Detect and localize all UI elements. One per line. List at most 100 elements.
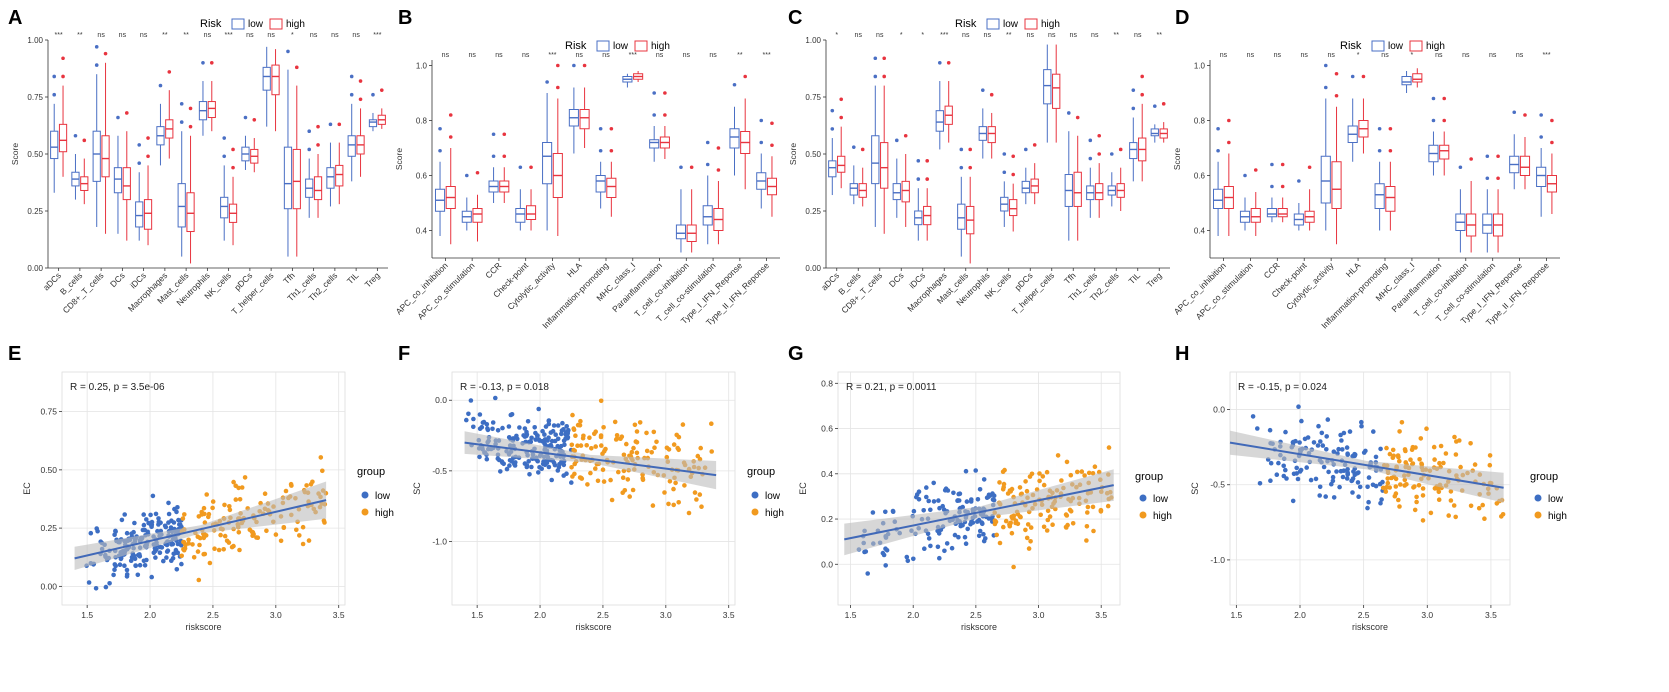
y-tick-label: 0.6	[416, 172, 428, 181]
scatter-point-low	[1337, 484, 1342, 490]
scatter-point-low	[1315, 443, 1321, 448]
category-label: Treg	[1144, 270, 1163, 289]
scatter-point-low	[1331, 495, 1337, 500]
scatter-point-low	[490, 420, 496, 425]
scatter-point-low	[962, 534, 968, 540]
scatter-point-high	[592, 431, 597, 437]
outlier-point	[358, 97, 363, 102]
box-iqr	[58, 123, 68, 153]
box-low-CD8+_T_cells	[871, 56, 880, 227]
box-high-Cytolytic_activity	[552, 63, 563, 236]
outlier-point	[968, 147, 973, 152]
significance-label: ns	[1489, 52, 1497, 59]
legend-high-label: high	[1041, 19, 1060, 30]
outlier-point	[1088, 156, 1093, 161]
scatter-point-high	[231, 479, 236, 485]
scatter-point-high	[631, 445, 636, 451]
box-high-T_cell_co-inhibition	[1466, 157, 1477, 253]
box-low-T_helper_cells	[1043, 44, 1052, 143]
scatter-point-low	[924, 494, 929, 500]
x-tick-label: 2.5	[970, 610, 982, 620]
box-iqr	[347, 135, 356, 157]
scatter-point-high	[294, 527, 299, 533]
scatter-point-high	[634, 429, 640, 434]
scatter-point-high	[651, 429, 657, 435]
y-tick-label: -0.5	[1210, 480, 1225, 490]
outlier-point	[545, 80, 549, 84]
scatter-point-low	[507, 463, 512, 468]
box-high-Check-point	[525, 165, 537, 231]
scatter-point-low	[1290, 498, 1296, 504]
scatter-point-low	[533, 437, 538, 442]
box-low-Parainflammation	[1428, 96, 1439, 176]
scatter-point-low	[1276, 460, 1281, 466]
legend-title: Risk	[565, 40, 587, 52]
scatter-point-high	[666, 501, 671, 507]
scatter-point-low	[1347, 429, 1353, 434]
risk-legend-b: Risk low high	[565, 40, 670, 52]
scatter-point-high	[1082, 473, 1087, 478]
significance-label: *	[291, 32, 294, 39]
scatter-point-low	[171, 520, 177, 525]
panel-label-d: D	[1175, 7, 1189, 29]
group-legend-e: group low high	[357, 466, 394, 519]
scatter-point-low	[1281, 473, 1287, 479]
box-high-APC_co_inhibition	[445, 113, 456, 245]
scatter-point-high	[698, 445, 703, 451]
panel-label-e: E	[8, 343, 21, 365]
scatter-point-low	[1308, 477, 1314, 483]
outlier-point	[94, 63, 99, 67]
box-high-Th2_cells	[335, 122, 344, 205]
significance-label: ns	[522, 52, 530, 59]
scatter-point-high	[569, 442, 575, 448]
box-low-Mast_cells	[957, 147, 966, 257]
scatter-point-high	[1009, 486, 1015, 492]
box-high-Neutrophils	[207, 61, 216, 132]
outlier-point	[925, 159, 930, 163]
scatter-point-low	[122, 512, 127, 517]
scatter-point-low	[529, 435, 534, 441]
outlier-point	[1539, 113, 1543, 117]
scatter-point-high	[1064, 459, 1070, 465]
box-low-aDCs	[828, 108, 837, 196]
risk-legend-a: Risk low high	[200, 18, 305, 30]
significance-label: ns	[1462, 52, 1470, 59]
box-high-T_helper_cells	[271, 49, 280, 132]
scatter-point-low	[107, 581, 112, 586]
outlier-point	[502, 154, 507, 159]
x-tick-label: 3.5	[723, 610, 735, 620]
box-iqr	[935, 110, 944, 132]
outlier-point	[572, 63, 576, 68]
outlier-point	[1361, 74, 1366, 79]
scatter-point-high	[1005, 491, 1011, 496]
outlier-point	[959, 165, 964, 170]
legend-high-label: high	[1548, 511, 1567, 522]
scatter-point-high	[221, 547, 226, 552]
scatter-point-high	[182, 512, 187, 517]
scatter-point-low	[937, 555, 942, 561]
scatter-point-low	[536, 470, 541, 475]
scatter-point-high	[1393, 484, 1399, 489]
category-label: CCR	[1262, 260, 1282, 280]
scatter-point-high	[207, 560, 213, 566]
legend-low-key	[1371, 40, 1385, 52]
scatter-point-low	[112, 567, 117, 572]
scatter-point-low	[546, 418, 552, 424]
scatter-point-low	[1316, 423, 1321, 429]
outlier-point	[609, 148, 614, 153]
scatter-point-low	[1326, 469, 1331, 475]
x-axis-title: riskscore	[1352, 622, 1388, 632]
scatter-point-low	[916, 489, 922, 495]
significance-label: ns	[442, 52, 450, 59]
scatter-point-low	[922, 546, 927, 551]
scatter-point-low	[466, 411, 471, 417]
category-label: Cytolytic_activity	[505, 260, 557, 312]
confidence-band	[1230, 430, 1504, 503]
box-high-Inflammation-promoting	[1385, 126, 1396, 231]
scatter-point-low	[124, 567, 130, 573]
scatter-point-low	[525, 419, 531, 424]
box-low-HLA	[1347, 74, 1358, 162]
scatter-point-low	[517, 425, 522, 430]
scatter-point-high	[250, 533, 255, 538]
scatter-point-high	[1448, 498, 1454, 503]
